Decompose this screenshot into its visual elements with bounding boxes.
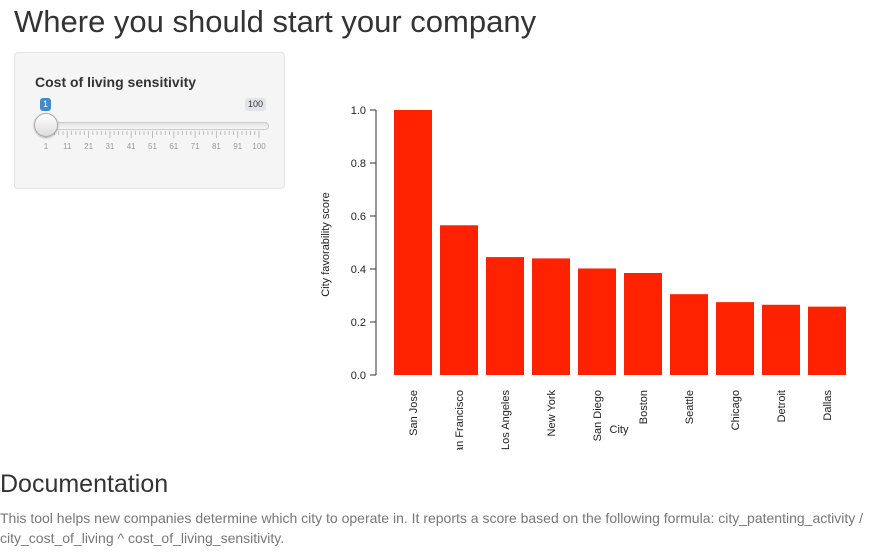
x-tick-label: Boston — [638, 390, 650, 424]
y-tick-label: 1.0 — [351, 105, 366, 117]
documentation-heading: Documentation — [0, 470, 169, 498]
page-title: Where you should start your company — [14, 4, 537, 39]
slider-tick-label: 61 — [169, 142, 179, 151]
slider-tick-label: 21 — [84, 142, 94, 151]
slider-tick-label: 71 — [190, 142, 200, 151]
bar-chart: 0.0 0.2 0.4 0.6 0.8 1.0 City favorability scor… — [320, 105, 846, 450]
bar — [532, 258, 570, 375]
y-tick-label: 0.8 — [351, 158, 366, 170]
y-axis-label: City favorability score — [320, 192, 332, 297]
x-tick-label: Detroit — [776, 390, 788, 422]
slider-tick-label: 1 — [43, 142, 49, 151]
slider-tick-label: 81 — [211, 142, 221, 151]
x-tick-label: Seattle — [684, 390, 696, 424]
bar — [762, 304, 800, 375]
y-tick-label: 0.0 — [351, 370, 366, 382]
slider-tick-label: 41 — [126, 142, 136, 151]
y-tick-label: 0.2 — [351, 317, 366, 329]
bar — [440, 225, 478, 375]
x-tick-label: Chicago — [730, 390, 742, 430]
documentation-text: This tool helps new companies determine … — [0, 510, 864, 546]
x-tick-label: San Francisco — [454, 390, 466, 450]
slider-tick-label: 100 — [252, 142, 266, 151]
slider-track[interactable] — [35, 122, 269, 130]
slider-tick-label: 91 — [233, 142, 243, 151]
bar — [716, 302, 754, 375]
bar — [624, 272, 662, 375]
y-tick-label: 0.6 — [351, 211, 366, 223]
bar — [578, 268, 616, 375]
x-tick-label: Dallas — [822, 390, 834, 421]
slider-tick-label: 51 — [148, 142, 157, 151]
bar — [394, 110, 432, 375]
sidebar-panel: Cost of living sensitivity 1 100 1 11 21 31… — [14, 52, 285, 189]
x-tick-label: San Jose — [408, 390, 420, 436]
bar — [486, 257, 524, 375]
bar — [670, 294, 708, 375]
slider-label: Cost of living sensitivity — [35, 74, 197, 90]
slider-tick-label: 11 — [63, 142, 72, 151]
slider-handle[interactable] — [34, 113, 58, 137]
slider-value-badge: 1 — [40, 98, 52, 111]
x-tick-label: Los Angeles — [500, 390, 512, 450]
x-tick-label: San Diego — [592, 390, 604, 441]
slider-max-badge: 100 — [244, 98, 266, 111]
y-tick-label: 0.4 — [351, 264, 366, 276]
bar — [808, 306, 846, 375]
slider-tick-label: 31 — [105, 142, 115, 151]
x-tick-label: New York — [546, 390, 558, 437]
x-axis-label: City — [610, 424, 629, 436]
